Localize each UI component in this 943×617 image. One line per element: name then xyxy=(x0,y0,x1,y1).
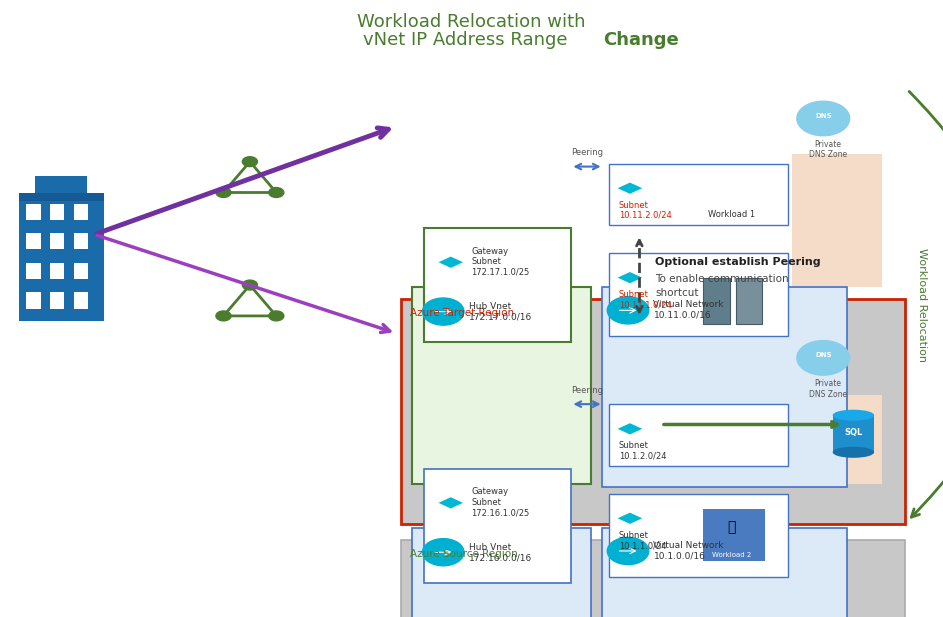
Bar xyxy=(602,287,847,487)
Text: Peering: Peering xyxy=(571,148,603,157)
Circle shape xyxy=(607,537,649,565)
Bar xyxy=(736,278,762,324)
Bar xyxy=(609,164,788,225)
FancyArrowPatch shape xyxy=(909,91,943,517)
Circle shape xyxy=(242,280,257,290)
Bar xyxy=(35,176,87,193)
Bar xyxy=(792,395,882,484)
Text: shortcut: shortcut xyxy=(655,288,699,298)
Text: DNS: DNS xyxy=(815,352,832,358)
Text: Private
DNS Zone: Private DNS Zone xyxy=(809,379,847,399)
Text: Gateway
Subnet
172.17.1.0/25: Gateway Subnet 172.17.1.0/25 xyxy=(472,247,530,276)
Bar xyxy=(401,299,905,524)
Text: 🐧: 🐧 xyxy=(728,521,736,534)
Bar xyxy=(424,228,571,342)
Polygon shape xyxy=(618,513,642,524)
Bar xyxy=(609,253,788,336)
Bar xyxy=(50,233,64,249)
Text: Workload Relocation with: Workload Relocation with xyxy=(357,12,586,31)
Bar xyxy=(26,292,41,308)
Bar xyxy=(651,494,788,577)
Text: Subnet
10.11.1.0/24: Subnet 10.11.1.0/24 xyxy=(619,290,671,309)
Circle shape xyxy=(216,311,231,321)
Text: Workload Relocation: Workload Relocation xyxy=(918,249,927,362)
Polygon shape xyxy=(438,497,463,508)
Bar xyxy=(26,233,41,249)
Bar xyxy=(19,201,104,321)
Bar xyxy=(412,287,591,484)
Circle shape xyxy=(797,101,850,136)
Bar xyxy=(50,204,64,220)
Bar xyxy=(50,292,64,308)
Bar xyxy=(50,263,64,279)
Circle shape xyxy=(216,188,231,197)
Polygon shape xyxy=(618,272,642,283)
Bar xyxy=(412,528,591,617)
Bar xyxy=(74,204,88,220)
Circle shape xyxy=(269,188,284,197)
Text: Subnet
10.11.2.0/24: Subnet 10.11.2.0/24 xyxy=(619,201,671,220)
Bar xyxy=(74,263,88,279)
Text: Subnet
10.1.1.0/24: Subnet 10.1.1.0/24 xyxy=(619,531,666,550)
Text: To enable communication: To enable communication xyxy=(655,274,789,284)
Ellipse shape xyxy=(833,410,874,421)
Bar xyxy=(424,469,571,583)
Text: Virtual Network
10.1.0.0/16: Virtual Network 10.1.0.0/16 xyxy=(653,541,724,560)
Bar xyxy=(74,292,88,308)
Text: Private
DNS Zone: Private DNS Zone xyxy=(809,140,847,159)
Bar xyxy=(609,164,788,225)
Bar xyxy=(703,509,765,561)
Text: Peering: Peering xyxy=(571,386,603,395)
Bar xyxy=(792,154,882,287)
Circle shape xyxy=(422,539,464,566)
Text: vNet IP Address Range: vNet IP Address Range xyxy=(363,31,573,49)
Bar xyxy=(609,494,788,577)
Text: Optional establish Peering: Optional establish Peering xyxy=(655,257,821,267)
Bar xyxy=(833,415,874,452)
Text: Gateway
Subnet
172.16.1.0/25: Gateway Subnet 172.16.1.0/25 xyxy=(472,487,530,517)
Bar xyxy=(609,404,788,466)
Bar xyxy=(609,404,788,466)
Text: Azure Source Region: Azure Source Region xyxy=(410,549,518,559)
Text: DNS: DNS xyxy=(815,113,832,119)
Bar xyxy=(26,263,41,279)
Bar xyxy=(703,278,730,324)
Text: Workload 2: Workload 2 xyxy=(712,552,752,558)
Bar xyxy=(651,253,788,336)
Circle shape xyxy=(422,298,464,325)
Polygon shape xyxy=(438,257,463,268)
Text: Azure Target Region: Azure Target Region xyxy=(410,308,514,318)
Text: Virtual Network
10.11.0.0/16: Virtual Network 10.11.0.0/16 xyxy=(653,300,724,320)
Circle shape xyxy=(607,297,649,324)
Text: Subnet
10.1.2.0/24: Subnet 10.1.2.0/24 xyxy=(619,441,666,460)
Circle shape xyxy=(269,311,284,321)
Bar xyxy=(26,204,41,220)
Polygon shape xyxy=(618,423,642,434)
Bar xyxy=(19,193,104,201)
Text: SQL: SQL xyxy=(844,428,863,437)
Text: Workload 1: Workload 1 xyxy=(708,210,755,219)
Text: Change: Change xyxy=(604,31,679,49)
Bar xyxy=(74,233,88,249)
Ellipse shape xyxy=(833,447,874,458)
Circle shape xyxy=(797,341,850,375)
Text: Hub Vnet
172.17.0.0/16: Hub Vnet 172.17.0.0/16 xyxy=(469,302,532,321)
Polygon shape xyxy=(618,183,642,194)
Text: Hub Vnet
172.16.0.0/16: Hub Vnet 172.16.0.0/16 xyxy=(469,543,532,562)
Bar xyxy=(401,540,905,617)
Bar xyxy=(602,528,847,617)
Circle shape xyxy=(242,157,257,167)
